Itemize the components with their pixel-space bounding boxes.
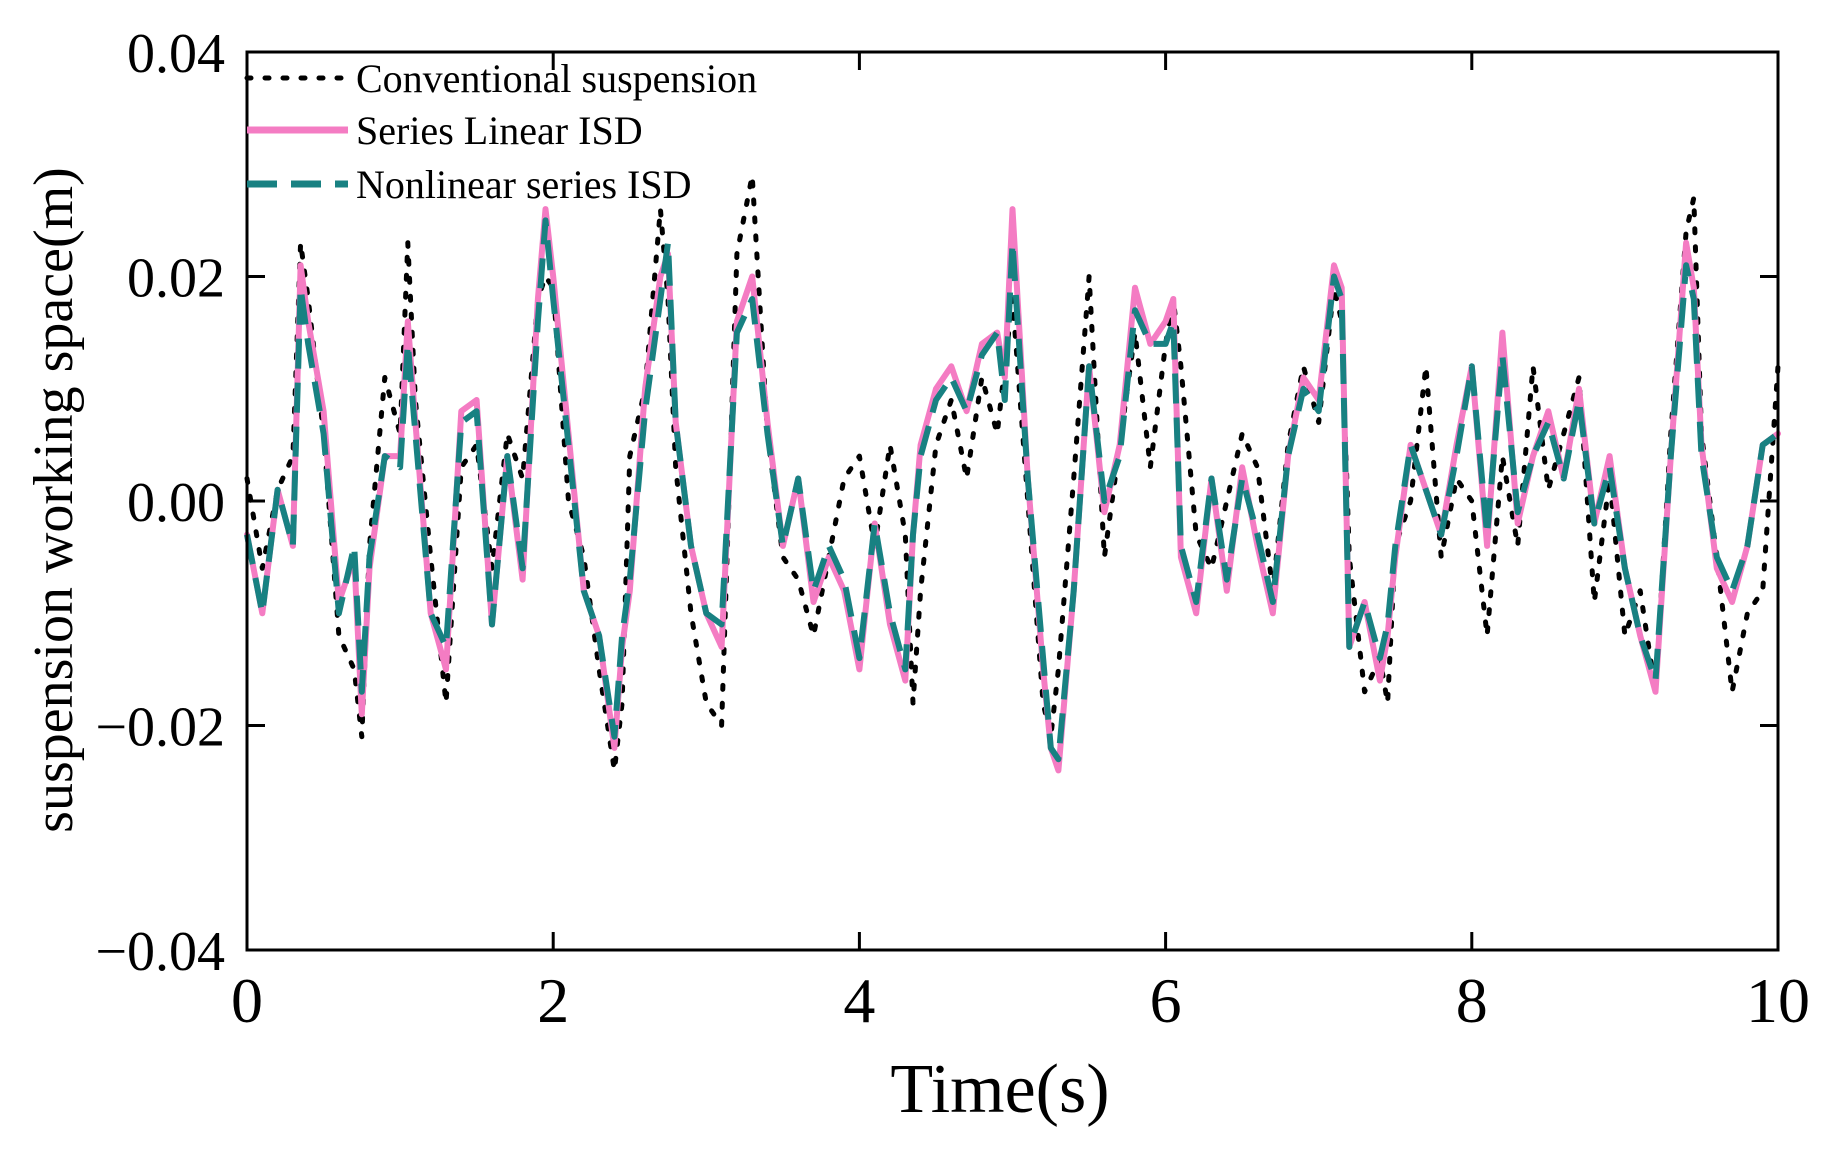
y-tick-label: −0.04: [95, 921, 225, 983]
x-tick-label: 10: [1746, 965, 1810, 1036]
legend: Conventional suspension Series Linear IS…: [244, 56, 757, 207]
y-tick-label: 0.02: [127, 248, 225, 310]
legend-label-linear-isd: Series Linear ISD: [356, 108, 643, 153]
x-tick-label: 4: [843, 965, 875, 1036]
x-tick-label: 2: [537, 965, 569, 1036]
series-line-2: [244, 217, 1780, 763]
tick-labels-layer: 0 2 4 6 8 10 −0.04 −0.02 0.00 0.02 0.04: [95, 23, 1810, 1036]
legend-label-conventional: Conventional suspension: [356, 56, 757, 101]
y-axis-title: suspension working space(m): [23, 167, 85, 833]
x-axis-title: Time(s): [890, 1051, 1109, 1128]
x-tick-label: 6: [1150, 965, 1182, 1036]
legend-label-nonlinear-isd: Nonlinear series ISD: [356, 162, 691, 207]
x-tick-label: 8: [1456, 965, 1488, 1036]
series-layer: [244, 173, 1781, 774]
ticks-layer: [247, 52, 1778, 950]
y-tick-label: 0.00: [127, 472, 225, 534]
x-tick-label: 0: [231, 965, 263, 1036]
y-tick-label: −0.02: [95, 697, 225, 759]
y-tick-label: 0.04: [127, 23, 225, 85]
